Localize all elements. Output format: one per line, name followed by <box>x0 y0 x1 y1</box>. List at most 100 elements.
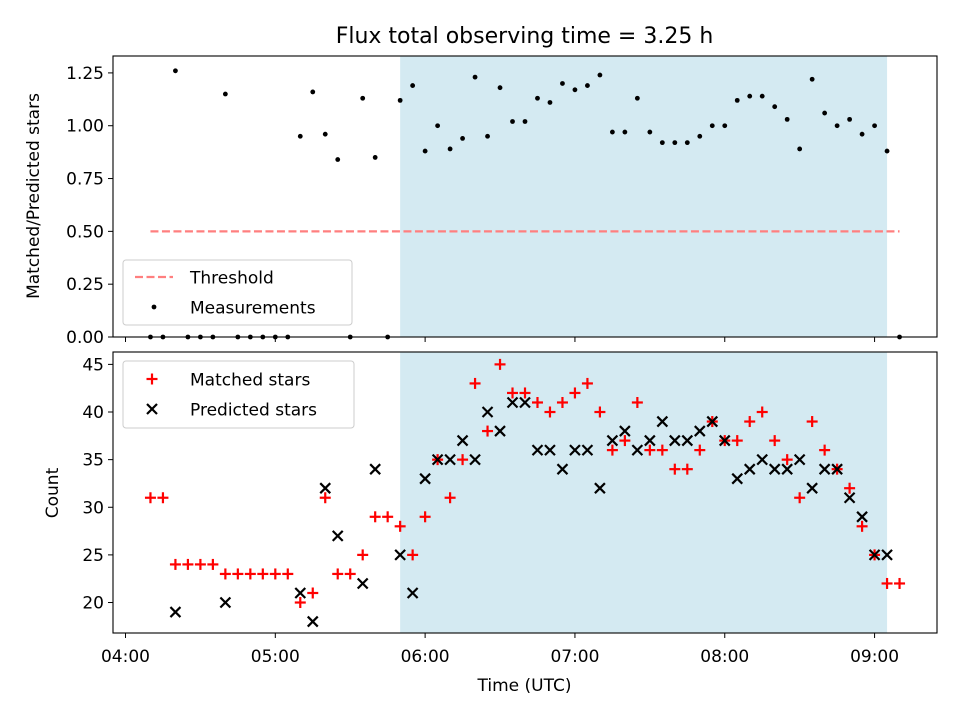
measurement-point <box>797 146 803 152</box>
predicted-point-b <box>169 606 182 618</box>
predicted-point <box>868 549 881 561</box>
predicted-point <box>843 491 856 504</box>
matched-point <box>581 377 593 389</box>
predicted-point <box>331 530 344 542</box>
measurement-point <box>859 131 865 137</box>
predicted-point-b <box>394 549 406 561</box>
predicted-point <box>619 425 631 437</box>
measurement-point <box>684 140 690 146</box>
matched-point <box>319 492 331 504</box>
predicted-point-b <box>706 415 719 428</box>
predicted-point <box>831 463 843 475</box>
measurement-point <box>572 87 578 93</box>
predicted-point-b <box>594 482 606 494</box>
bottom-y-axis-label: Count <box>43 467 63 518</box>
matched-point <box>881 577 893 589</box>
matched-point <box>531 396 543 408</box>
predicted-point <box>169 606 182 618</box>
bottom-y-tick-label: 20 <box>82 594 104 614</box>
predicted-legend-glyph-b <box>146 403 158 415</box>
matched-point <box>182 558 194 570</box>
bottom-y-tick-label: 40 <box>82 403 104 423</box>
predicted-point-b <box>806 482 818 494</box>
predicted-point <box>394 549 406 561</box>
predicted-point-b <box>531 444 544 456</box>
predicted-point <box>581 444 594 456</box>
top-y-tick-label: 0.25 <box>66 275 104 295</box>
threshold-legend-label: Threshold <box>189 269 274 289</box>
matched-point <box>794 492 806 504</box>
predicted-point-b <box>631 444 644 456</box>
top-legend: Threshold Measurements <box>122 259 353 326</box>
predicted-point <box>681 434 694 447</box>
matched-point <box>482 425 494 437</box>
measurement-point <box>822 110 828 116</box>
matched-point <box>669 463 681 475</box>
matched-point <box>544 406 556 418</box>
measurement-point <box>834 123 840 129</box>
predicted-point <box>531 444 544 456</box>
measurement-point <box>847 116 853 122</box>
matched-point <box>694 444 706 456</box>
matched-point <box>332 568 344 580</box>
predicted-point-b <box>419 472 431 485</box>
x-tick-label: 06:00 <box>401 647 450 667</box>
measurement-point <box>322 131 328 137</box>
measurement-point <box>547 100 553 105</box>
predicted-point <box>219 596 232 609</box>
matched-point <box>556 396 568 408</box>
predicted-point <box>569 444 581 456</box>
matched-point <box>369 511 381 523</box>
measurement-point <box>747 93 753 99</box>
matched-legend-marker <box>146 373 158 385</box>
top-y-tick-label: 0.00 <box>66 328 104 348</box>
matched-point <box>407 549 419 561</box>
predicted-point-b <box>369 463 381 475</box>
measurement-point <box>784 116 790 122</box>
measurement-point <box>535 95 540 101</box>
predicted-point <box>781 463 793 475</box>
measurement-point <box>585 83 590 88</box>
top-y-tick-label: 1.00 <box>66 117 104 137</box>
matched-point <box>519 387 531 399</box>
measurement-point <box>884 148 890 154</box>
predicted-legend-marker <box>146 403 158 415</box>
x-tick-label: 04:00 <box>101 647 150 667</box>
measurement-point <box>335 157 341 162</box>
measurement-point <box>672 140 678 146</box>
predicted-point-b <box>768 463 781 475</box>
predicted-point-b <box>406 587 419 599</box>
predicted-point-b <box>644 434 656 447</box>
measurement-point <box>422 148 428 154</box>
matched-point <box>781 454 793 466</box>
matched-point <box>307 587 319 599</box>
predicted-point-b <box>818 463 831 475</box>
measurement-point <box>310 89 316 95</box>
predicted-point <box>768 463 781 475</box>
predicted-point <box>606 434 619 447</box>
predicted-point-b <box>331 530 344 542</box>
predicted-point-b <box>356 577 369 590</box>
measurement-point <box>297 133 303 139</box>
predicted-point-b <box>856 511 868 523</box>
bottom-y-tick-label: 30 <box>82 498 104 518</box>
figure-title: Flux total observing time = 3.25 h <box>336 24 714 49</box>
matched-legend-label: Matched stars <box>190 371 310 391</box>
bottom-y-tick-label: 45 <box>82 355 104 375</box>
predicted-point <box>419 472 431 485</box>
matched-point <box>594 406 606 418</box>
predicted-point-b <box>831 463 843 475</box>
bottom-observing-span <box>400 352 888 633</box>
predicted-point <box>294 587 307 599</box>
predicted-point-b <box>519 396 531 409</box>
predicted-point-b <box>456 434 469 447</box>
bottom-y-tick-label: 25 <box>82 546 104 566</box>
matched-point <box>469 377 481 389</box>
measurement-point <box>759 93 765 99</box>
matched-point <box>444 492 456 504</box>
predicted-point <box>469 453 481 466</box>
predicted-point <box>506 396 519 409</box>
predicted-point <box>519 396 531 409</box>
matched-point <box>856 520 868 532</box>
